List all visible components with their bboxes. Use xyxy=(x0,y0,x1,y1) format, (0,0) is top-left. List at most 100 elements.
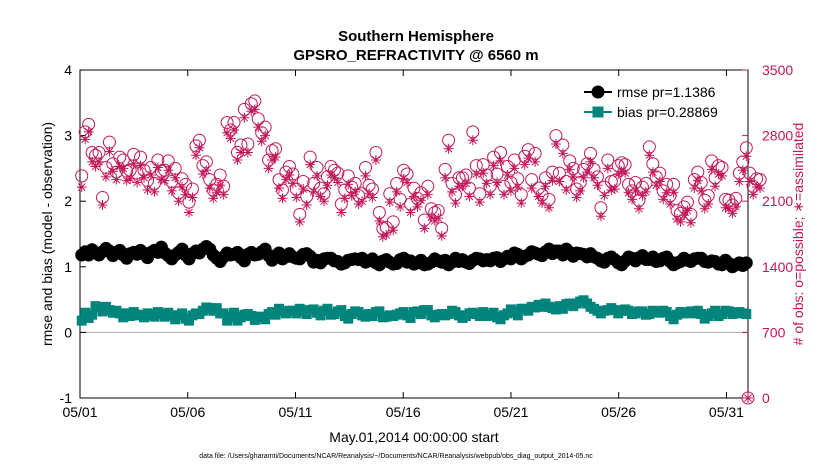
obs-assimilated-point xyxy=(519,159,530,170)
obs-assimilated-point xyxy=(100,171,111,182)
x-axis-label: May.01,2014 00:00:00 start xyxy=(329,429,499,445)
obs-assimilated-point xyxy=(218,189,229,200)
obs-assimilated-point xyxy=(242,147,253,158)
obs-assimilated-point xyxy=(741,151,752,162)
obs-assimilated-point xyxy=(270,152,281,163)
obs-assimilated-point xyxy=(422,189,433,200)
obs-assimilated-point xyxy=(533,191,544,202)
obs-assimilated-point xyxy=(595,211,606,222)
obs-assimilated-point xyxy=(287,178,298,189)
obs-assimilated-point xyxy=(755,183,766,194)
obs-assimilated-point xyxy=(139,172,150,183)
obs-assimilated-point xyxy=(280,174,291,185)
obs-assimilated-point xyxy=(502,169,513,180)
obs-assimilated-point xyxy=(114,161,125,172)
obs-assimilated-point xyxy=(370,154,381,165)
y-tick-label: 2 xyxy=(64,193,72,209)
obs-assimilated-point xyxy=(623,187,634,198)
obs-assimilated-point xyxy=(550,139,561,150)
obs-assimilated-point xyxy=(173,196,184,207)
obs-assimilated-point xyxy=(651,180,662,191)
bias-point xyxy=(76,315,87,326)
obs-assimilated-point xyxy=(315,191,326,202)
obs-assimilated-point xyxy=(187,192,198,203)
obs-assimilated-point xyxy=(346,190,357,201)
bias-point xyxy=(710,305,721,316)
obs-assimilated-point xyxy=(87,156,98,167)
obs-assimilated-point xyxy=(319,196,330,207)
x-axis-ticks: 05/01 05/06 05/11 05/16 05/21 05/26 05/31 xyxy=(62,70,744,420)
obs-assimilated-point xyxy=(471,169,482,180)
obs-assimilated-point xyxy=(184,207,195,218)
series-rmse xyxy=(75,239,753,274)
series-bias xyxy=(76,295,752,326)
bias-point xyxy=(229,307,240,318)
obs-assimilated-point xyxy=(530,156,541,167)
obs-assimilated-point xyxy=(409,191,419,202)
obs-assimilated-point xyxy=(208,193,219,204)
obs-assimilated-point xyxy=(312,170,323,181)
obs-assimilated-point xyxy=(132,177,143,188)
plot-frame xyxy=(79,69,749,399)
obs-assimilated-point xyxy=(225,133,236,144)
obs-assimilated-point xyxy=(585,156,596,167)
obs-assimilated-point xyxy=(336,207,347,218)
legend: rmse pr=1.1386 bias pr=0.28869 xyxy=(582,76,742,124)
obs-assimilated-point xyxy=(543,202,554,213)
obs-assimilated-point xyxy=(696,185,707,196)
obs-assimilated-point xyxy=(512,182,523,193)
obs-assimilated-point xyxy=(190,150,201,161)
obs-assimilated-point xyxy=(83,126,94,137)
obs-assimilated-point xyxy=(658,194,669,205)
obs-assimilated-point xyxy=(343,179,354,190)
y-right-tick-label: 1400 xyxy=(762,259,793,275)
y-tick-label: 1 xyxy=(64,259,72,275)
obs-assimilated-point xyxy=(654,176,665,187)
obs-assimilated-point xyxy=(540,181,551,192)
obs-possible-point xyxy=(85,145,99,159)
bias-point xyxy=(184,315,195,326)
obs-assimilated-point xyxy=(678,210,689,221)
obs-assimilated-point xyxy=(395,201,406,212)
obs-assimilated-point xyxy=(505,185,516,196)
obs-assimilated-point xyxy=(301,199,312,210)
obs-assimilated-point xyxy=(637,190,648,201)
obs-assimilated-point xyxy=(263,163,274,174)
obs-assimilated-point xyxy=(633,203,644,214)
obs-assimilated-point xyxy=(180,189,191,200)
obs-assimilated-point xyxy=(284,169,295,180)
obs-assimilated-point xyxy=(644,150,655,161)
obs-assimilated-point xyxy=(94,156,105,167)
obs-possible-point xyxy=(113,150,127,164)
obs-assimilated-point xyxy=(640,186,651,197)
obs-assimilated-point xyxy=(720,202,731,213)
obs-assimilated-point xyxy=(481,178,492,189)
y-tick-label: -1 xyxy=(60,390,73,406)
obs-assimilated-point xyxy=(665,199,676,210)
x-tick-label: 05/06 xyxy=(170,404,205,420)
obs-assimilated-point xyxy=(582,167,593,178)
obs-assimilated-point xyxy=(440,172,451,183)
bias-point xyxy=(405,312,416,323)
obs-assimilated-point xyxy=(152,162,163,173)
obs-assimilated-point xyxy=(602,163,613,174)
bias-point xyxy=(512,310,523,321)
obs-assimilated-point xyxy=(443,143,454,154)
obs-assimilated-point xyxy=(329,172,340,183)
obs-assimilated-point xyxy=(464,191,475,202)
obs-assimilated-point xyxy=(211,187,222,198)
obs-assimilated-point xyxy=(277,193,288,204)
obs-possible-point xyxy=(127,147,141,161)
obs-possible-point xyxy=(102,135,116,149)
bias-point xyxy=(741,309,752,320)
obs-assimilated-point xyxy=(557,148,568,159)
obs-assimilated-point xyxy=(474,197,485,208)
obs-assimilated-point xyxy=(609,184,620,195)
obs-assimilated-point xyxy=(516,198,527,209)
obs-assimilated-point xyxy=(398,173,409,184)
x-tick-label: 05/31 xyxy=(709,404,744,420)
obs-assimilated-point xyxy=(734,176,745,187)
bias-point xyxy=(422,305,433,316)
obs-assimilated-point xyxy=(419,223,430,234)
obs-assimilated-point xyxy=(743,393,753,403)
